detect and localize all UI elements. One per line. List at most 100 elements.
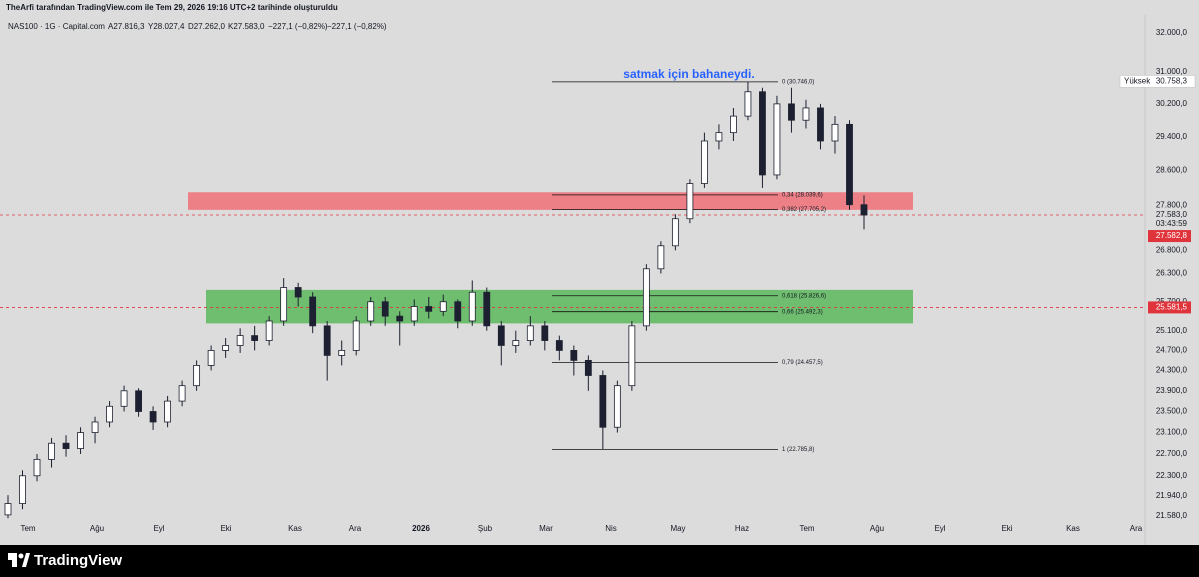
brand: TradingView	[34, 552, 122, 569]
candle-body	[541, 325, 549, 341]
candle-body	[730, 115, 737, 134]
candle-body	[323, 325, 331, 356]
candle-body	[613, 385, 621, 428]
y-tick-label: 28.600,0	[1156, 166, 1188, 175]
candle-body	[251, 335, 259, 341]
x-tick-label: Eki	[1001, 524, 1012, 533]
candle-body	[628, 325, 636, 387]
fib-label: 0,382 (27.705,2)	[782, 207, 826, 213]
candle-body	[367, 301, 375, 322]
candle-body	[280, 287, 288, 322]
x-tick-label: Eyl	[934, 524, 945, 533]
y-tick-label: 26.800,0	[1156, 245, 1188, 254]
x-tick-label: Eyl	[153, 524, 164, 533]
candle-body	[106, 405, 113, 423]
candle-body	[381, 301, 389, 317]
price-label: 25.581,5	[1156, 303, 1188, 312]
candle-body	[744, 91, 752, 117]
fib-label: 1 (22.785,8)	[782, 447, 814, 453]
y-tick-label: 23.100,0	[1156, 428, 1188, 437]
price-tag: Yüksek	[1124, 77, 1151, 86]
y-tick-label: 26.300,0	[1156, 269, 1188, 278]
x-tick-label: 2026	[412, 524, 430, 533]
candle-body	[584, 359, 592, 376]
x-tick-label: May	[670, 524, 685, 533]
y-tick-label: 24.300,0	[1156, 366, 1188, 375]
candle-body	[309, 296, 317, 327]
candle-body	[860, 204, 868, 216]
change: −227,1 (−0,82%)	[327, 22, 387, 31]
candle-body	[193, 365, 201, 387]
candle-body	[468, 291, 476, 322]
price-tag-box	[1119, 75, 1196, 88]
candle-body	[4, 503, 12, 516]
candle-body	[701, 140, 708, 184]
legend: NAS100 · 1G · Capital.com A27.816,3 Y28.…	[8, 22, 387, 31]
candle-body	[846, 123, 853, 206]
candle-body	[62, 442, 70, 449]
candle-body	[265, 320, 273, 341]
x-tick-label: Kas	[1066, 524, 1080, 533]
candle-body	[759, 91, 766, 176]
candle-body	[294, 287, 302, 298]
candle-body	[19, 475, 26, 504]
price-label: 27.583,0	[1156, 210, 1188, 219]
candle-body	[33, 458, 41, 477]
y-tick-label: 25.700,0	[1156, 297, 1188, 306]
candle-body	[236, 335, 244, 346]
zone	[188, 192, 913, 210]
candle-body	[222, 345, 230, 351]
x-tick-label: Haz	[735, 524, 749, 533]
fib-label: 0,34 (28.039,6)	[782, 192, 823, 198]
candle-body	[338, 350, 346, 356]
candle-body	[396, 315, 404, 322]
fib-label: 0,66 (25.492,3)	[782, 309, 823, 315]
x-tick-label: Ağu	[870, 524, 884, 533]
price-label-box	[1148, 301, 1191, 314]
symbol: NAS100 · 1G · Capital.com	[8, 22, 105, 31]
annotation: satmak için bahaneydi.	[623, 67, 754, 81]
ohlc-low: D27.262,0	[188, 22, 225, 31]
candle-body	[120, 390, 128, 407]
y-tick-label: 24.700,0	[1156, 346, 1188, 355]
ohlc-close: K27.583,0	[228, 22, 265, 31]
candle-body	[497, 325, 505, 346]
fib-label: 0,79 (24.457,5)	[782, 360, 823, 366]
candle-body	[512, 340, 520, 346]
candle-body	[831, 123, 839, 142]
x-tick-label: Ara	[1130, 524, 1143, 533]
candle-body	[48, 442, 55, 460]
fib-label: 0 (30.746,0)	[782, 79, 814, 85]
y-tick-label: 29.400,0	[1156, 132, 1188, 141]
footer	[0, 545, 1199, 577]
x-tick-label: Şub	[478, 524, 493, 533]
candle-body	[599, 375, 607, 428]
x-tick-label: Kas	[288, 524, 302, 533]
candle-body	[802, 107, 810, 121]
x-tick-label: Nis	[605, 524, 617, 533]
candle-body	[715, 132, 723, 142]
candle-body	[439, 301, 447, 312]
y-tick-label: 31.000,0	[1156, 67, 1188, 76]
candle-body	[555, 340, 563, 351]
candle-body	[454, 301, 462, 322]
y-tick-label: 23.900,0	[1156, 386, 1188, 395]
candle-body	[425, 306, 433, 312]
candle-body	[410, 306, 418, 322]
candle-body	[788, 103, 795, 121]
y-tick-label: 27.800,0	[1156, 201, 1188, 210]
y-tick-label: 30.200,0	[1156, 99, 1188, 108]
y-tick-label: 23.500,0	[1156, 407, 1188, 416]
candle-body	[178, 385, 186, 402]
candle-body	[352, 320, 360, 351]
y-tick-label: 22.300,0	[1156, 471, 1188, 480]
y-tick-label: 25.100,0	[1156, 326, 1188, 335]
ohlc-high: Y28.027,4	[148, 22, 185, 31]
y-tick-label: 22.700,0	[1156, 449, 1188, 458]
candle-body	[642, 268, 650, 327]
y-tick-label: 32.000,0	[1156, 28, 1188, 37]
ohlc-open: A27.816,3	[108, 22, 145, 31]
candle-body	[817, 107, 824, 142]
